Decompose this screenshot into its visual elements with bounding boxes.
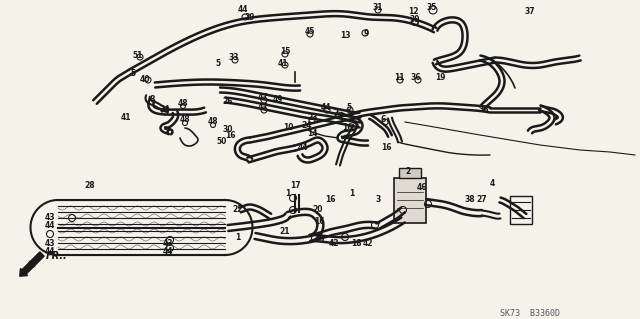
Text: 41: 41: [278, 58, 288, 68]
Bar: [399, 167, 421, 177]
Text: 49: 49: [273, 94, 284, 103]
Text: 45: 45: [305, 27, 315, 36]
Text: 48: 48: [180, 115, 190, 124]
Text: 31: 31: [372, 4, 383, 12]
Text: 16: 16: [342, 123, 352, 132]
Text: 1: 1: [285, 189, 291, 198]
Text: 4: 4: [490, 179, 495, 188]
Text: 25: 25: [315, 235, 325, 244]
Text: 17: 17: [290, 181, 300, 189]
Text: 41: 41: [121, 114, 131, 122]
Text: 35: 35: [427, 4, 437, 12]
Text: 10: 10: [283, 123, 293, 132]
Text: 19: 19: [435, 72, 445, 81]
Text: 36: 36: [479, 106, 489, 115]
Text: 48: 48: [178, 99, 188, 108]
Text: 36: 36: [411, 72, 421, 81]
Text: 26: 26: [223, 98, 233, 107]
Text: 28: 28: [84, 182, 95, 190]
Text: 44: 44: [45, 221, 55, 231]
Text: 16: 16: [324, 196, 335, 204]
Bar: [510, 196, 532, 224]
FancyArrow shape: [20, 252, 44, 276]
Text: 21: 21: [280, 227, 291, 236]
Text: 1: 1: [236, 234, 241, 242]
Text: 13: 13: [340, 32, 350, 41]
Text: 9: 9: [364, 28, 369, 38]
Text: 34: 34: [160, 106, 170, 115]
Text: 48: 48: [208, 117, 218, 127]
Text: 30: 30: [223, 125, 233, 135]
Text: SK73  B3360D: SK73 B3360D: [500, 308, 560, 317]
Text: 2: 2: [405, 167, 411, 176]
Text: 7: 7: [333, 108, 339, 117]
Text: 24: 24: [301, 122, 312, 130]
Text: 6: 6: [380, 115, 386, 124]
Text: 42: 42: [363, 240, 373, 249]
Text: 16: 16: [225, 131, 236, 140]
Bar: [394, 177, 426, 222]
Text: 33: 33: [228, 54, 239, 63]
Text: 51: 51: [133, 50, 143, 60]
Text: 27: 27: [477, 195, 487, 204]
Text: 5: 5: [346, 103, 351, 113]
Text: 12: 12: [408, 6, 419, 16]
Text: 43: 43: [45, 213, 55, 222]
Text: FR..: FR..: [46, 251, 68, 261]
Text: 39: 39: [410, 16, 420, 25]
Text: 46: 46: [417, 183, 428, 192]
Text: 8: 8: [149, 95, 155, 105]
Text: 47: 47: [258, 103, 268, 113]
Text: 3: 3: [376, 195, 381, 204]
Text: 11: 11: [394, 72, 404, 81]
Text: 5: 5: [131, 69, 136, 78]
Text: 44: 44: [321, 103, 332, 113]
Text: 38: 38: [465, 195, 476, 204]
Text: 16: 16: [381, 144, 391, 152]
Text: 47: 47: [258, 93, 268, 102]
Text: 16: 16: [314, 218, 324, 226]
Text: 43: 43: [163, 240, 173, 249]
Text: 20: 20: [313, 205, 323, 214]
Text: 18: 18: [351, 240, 362, 249]
Text: 50: 50: [217, 137, 227, 146]
Text: 15: 15: [280, 48, 290, 56]
Text: 29: 29: [244, 12, 255, 21]
Text: 23: 23: [308, 114, 318, 122]
Text: 42: 42: [329, 239, 339, 248]
Text: 44: 44: [237, 5, 248, 14]
Text: 44: 44: [163, 248, 173, 256]
Text: 44: 44: [45, 247, 55, 256]
Text: 22: 22: [233, 205, 243, 214]
Text: 40: 40: [140, 75, 150, 84]
Text: 44: 44: [298, 144, 308, 152]
Text: 5: 5: [216, 58, 221, 68]
Text: 37: 37: [525, 6, 535, 16]
Text: 14: 14: [307, 129, 317, 137]
Text: 43: 43: [45, 239, 55, 248]
Text: 1: 1: [349, 189, 355, 197]
